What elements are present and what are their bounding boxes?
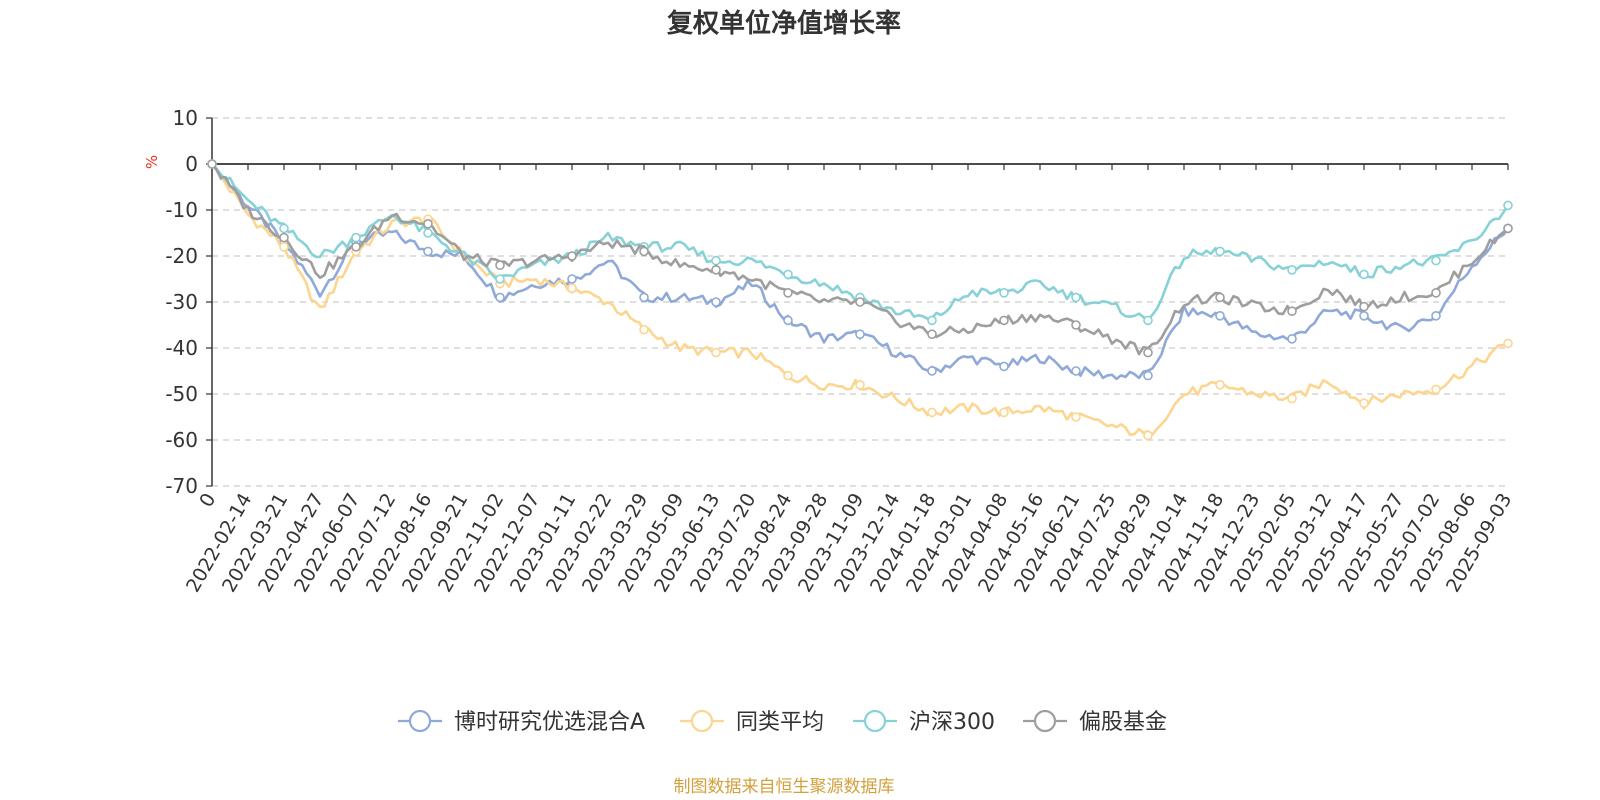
series-layer: [207, 159, 1513, 441]
y-tick-label: 10: [173, 106, 198, 130]
series-point: [711, 255, 721, 266]
y-tick-label: -40: [165, 336, 198, 360]
y-tick-label: -30: [165, 290, 198, 314]
series-point: [1215, 292, 1225, 303]
y-tick-label: -60: [165, 428, 198, 452]
legend-label: 沪深300: [909, 710, 995, 735]
series-point: [855, 379, 865, 390]
series-point: [351, 242, 361, 252]
series-point: [927, 407, 937, 418]
y-tick-label: 0: [185, 152, 198, 176]
series-point: [927, 329, 937, 340]
legend-circle-icon: [1033, 709, 1057, 733]
legend-label: 博时研究优选混合A: [454, 710, 645, 735]
series-point: [999, 315, 1009, 326]
series-point: [279, 232, 289, 243]
chart-title: 复权单位净值增长率: [667, 8, 901, 39]
legend-circle-icon: [863, 709, 887, 733]
series-point: [1143, 315, 1153, 326]
x-axis: 02022-02-142022-03-212022-04-272022-06-0…: [182, 163, 1516, 596]
series-point: [1359, 301, 1369, 312]
series-point: [1215, 246, 1225, 257]
series-point: [639, 324, 649, 335]
series-point: [1071, 366, 1081, 376]
series-point: [1071, 320, 1081, 330]
legend[interactable]: 博时研究优选混合A 同类平均 沪深300 偏股基金: [398, 709, 1167, 735]
series-point: [783, 269, 793, 280]
series-point: [711, 347, 721, 358]
series-point: [1503, 200, 1513, 211]
series-point: [423, 228, 433, 238]
legend-item[interactable]: 博时研究优选混合A: [398, 709, 645, 735]
series-point: [1215, 310, 1225, 321]
y-tick-label: -70: [165, 474, 198, 498]
series-point: [1503, 338, 1513, 349]
series-point: [1143, 430, 1153, 441]
legend-label: 偏股基金: [1079, 710, 1167, 735]
series-point: [855, 297, 865, 307]
series-point: [351, 232, 361, 243]
series-point: [1287, 306, 1297, 317]
series-point: [1071, 292, 1081, 303]
series-point: [1431, 384, 1441, 395]
series-point: [1431, 287, 1441, 298]
series-point: [423, 246, 433, 257]
series-point: [1431, 255, 1441, 266]
series-point: [495, 274, 505, 284]
series-point: [1287, 264, 1297, 275]
series-point: [783, 370, 793, 381]
data-source-footer: 制图数据来自恒生聚源数据库: [674, 777, 895, 797]
series-point: [1503, 223, 1513, 234]
series-point: [279, 223, 289, 234]
series-point: [783, 287, 793, 298]
series-point: [567, 251, 577, 261]
series-point: [1143, 347, 1153, 358]
series-point: [423, 219, 433, 229]
series-point: [639, 292, 649, 303]
series-point: [999, 287, 1009, 298]
series-point: [1359, 269, 1369, 280]
series-point: [711, 264, 721, 275]
y-axis: 10 0 -10 -20 -30 -40 -50 -60 -70: [165, 106, 213, 498]
legend-circle-icon: [690, 709, 714, 733]
y-tick-label: -50: [165, 382, 198, 406]
series-point: [1359, 310, 1369, 321]
y-tick-label: -10: [165, 198, 198, 222]
y-axis-unit: %: [143, 155, 161, 169]
legend-item[interactable]: 同类平均: [680, 709, 824, 735]
series-point: [495, 292, 505, 303]
series-point: [783, 315, 793, 326]
series-point: [1071, 412, 1081, 422]
series-point: [1143, 370, 1153, 381]
series-point: [1359, 398, 1369, 409]
series-point: [279, 242, 289, 252]
series-point: [495, 260, 505, 271]
series-point: [927, 315, 937, 326]
x-tick-label: 0: [195, 490, 220, 511]
series-point: [1431, 310, 1441, 321]
series-point: [639, 246, 649, 257]
legend-circle-icon: [408, 709, 432, 733]
series-point: [855, 329, 865, 340]
series-point: [999, 407, 1009, 418]
series-line: [210, 163, 1509, 356]
series-point: [567, 283, 577, 294]
series-point: [711, 297, 721, 307]
series-point: [927, 366, 937, 376]
series-point: [1287, 333, 1297, 344]
series-point: [207, 159, 217, 169]
series-point: [999, 361, 1009, 372]
series-point: [567, 274, 577, 284]
y-tick-label: -20: [165, 244, 198, 268]
legend-item[interactable]: 沪深300: [853, 709, 995, 735]
legend-item[interactable]: 偏股基金: [1023, 709, 1167, 735]
series-point: [1287, 393, 1297, 404]
legend-label: 同类平均: [736, 710, 824, 735]
series-line: [211, 163, 1510, 381]
series-point: [1215, 379, 1225, 390]
